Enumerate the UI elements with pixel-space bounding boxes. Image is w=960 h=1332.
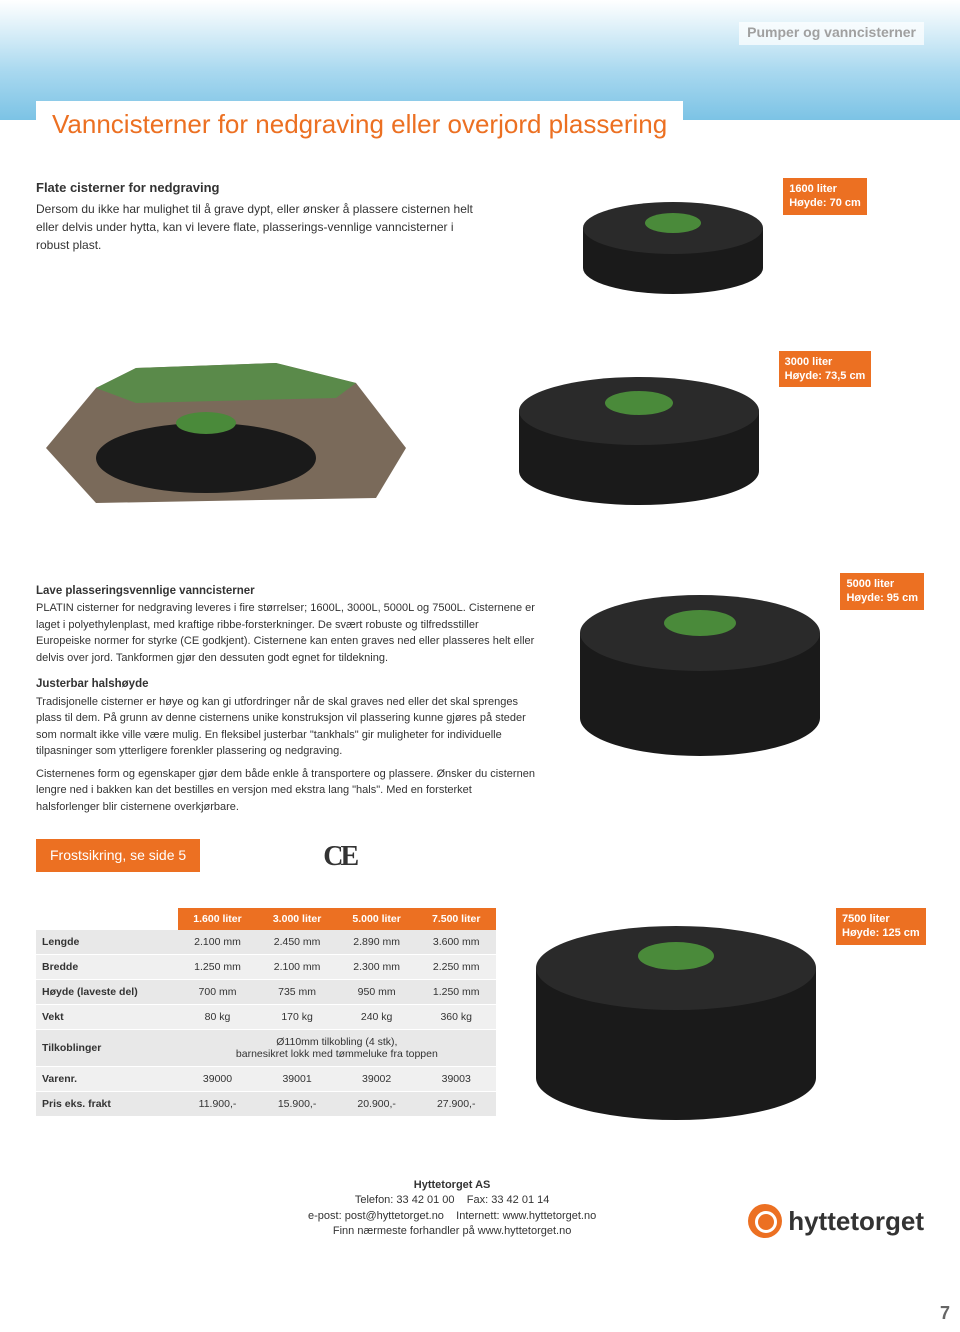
row-label: Varenr. (36, 1067, 178, 1092)
cell: 3.600 mm (416, 930, 496, 955)
cell: 2.890 mm (337, 930, 417, 955)
table-row: Pris eks. frakt11.900,-15.900,-20.900,-2… (36, 1092, 496, 1117)
body-p2: Tradisjonelle cisterner er høye og kan g… (36, 694, 536, 760)
footer-fax-label: Fax: (467, 1194, 488, 1206)
body-h2: Justerbar halshøyde (36, 676, 536, 693)
table-row: Bredde1.250 mm2.100 mm2.300 mm2.250 mm (36, 955, 496, 980)
page-title-bar: Vanncisterner for nedgraving eller overj… (36, 101, 683, 148)
cell: 240 kg (337, 1005, 417, 1030)
th-blank (36, 908, 178, 930)
table-row: Vekt80 kg170 kg240 kg360 kg (36, 1005, 496, 1030)
page-number: 7 (940, 1303, 950, 1324)
cell: 20.900,- (337, 1092, 417, 1117)
tank-5000-badge: 5000 liter Høyde: 95 cm (840, 573, 924, 610)
badge-capacity: 3000 liter (785, 355, 866, 369)
cell: 1.250 mm (178, 955, 258, 980)
footer-email-label: e-post: (308, 1210, 342, 1222)
table-row: Lengde2.100 mm2.450 mm2.890 mm3.600 mm (36, 930, 496, 955)
cell: 950 mm (337, 980, 417, 1005)
body-text: Lave plasseringsvennlige vanncisterner P… (36, 573, 536, 878)
badge-capacity: 5000 liter (846, 577, 918, 591)
footer-tel: 33 42 01 00 (396, 1194, 454, 1206)
body-h1: Lave plasseringsvennlige vanncisterner (36, 583, 536, 600)
body-p1: PLATIN cisterner for nedgraving leveres … (36, 600, 536, 666)
cell: 39002 (337, 1067, 417, 1092)
cell: 39000 (178, 1067, 258, 1092)
footer-contact: Hyttetorget AS Telefon: 33 42 01 00 Fax:… (36, 1178, 748, 1240)
cell: 80 kg (178, 1005, 258, 1030)
row-label: Pris eks. frakt (36, 1092, 178, 1117)
cell-span: Ø110mm tilkobling (4 stk), barnesikret l… (178, 1030, 496, 1067)
cell: 11.900,- (178, 1092, 258, 1117)
cell: 2.450 mm (257, 930, 337, 955)
logo-icon (748, 1204, 782, 1238)
cell: 735 mm (257, 980, 337, 1005)
footer-web-label: Internett: (456, 1210, 499, 1222)
th-col: 7.500 liter (416, 908, 496, 930)
page-footer: Hyttetorget AS Telefon: 33 42 01 00 Fax:… (36, 1178, 924, 1240)
th-col: 5.000 liter (337, 908, 417, 930)
cell: 2.100 mm (257, 955, 337, 980)
table-header-row: 1.600 liter 3.000 liter 5.000 liter 7.50… (36, 908, 496, 930)
category-tag: Pumper og vanncisterner (739, 22, 924, 45)
tank-3000-image (509, 351, 769, 511)
page-title: Vanncisterner for nedgraving eller overj… (52, 109, 667, 140)
cell: 39001 (257, 1067, 337, 1092)
th-col: 1.600 liter (178, 908, 258, 930)
badge-height: Høyde: 70 cm (789, 196, 861, 210)
tank-1600-badge: 1600 liter Høyde: 70 cm (783, 178, 867, 215)
tank-7500-image (526, 908, 826, 1128)
frost-reference-tag: Frostsikring, se side 5 (36, 839, 200, 872)
footer-logo: hyttetorget (748, 1203, 924, 1239)
footer-tel-label: Telefon: (355, 1194, 394, 1206)
footer-email: post@hyttetorget.no (345, 1210, 444, 1222)
cell: 360 kg (416, 1005, 496, 1030)
tank-3000-badge: 3000 liter Høyde: 73,5 cm (779, 351, 872, 388)
cell: 15.900,- (257, 1092, 337, 1117)
cell: 700 mm (178, 980, 258, 1005)
badge-height: Høyde: 125 cm (842, 926, 920, 940)
ce-mark-icon: CE (323, 836, 356, 878)
badge-height: Høyde: 95 cm (846, 591, 918, 605)
footer-web: www.hyttetorget.no (503, 1210, 597, 1222)
cell: 27.900,- (416, 1092, 496, 1117)
tank-5000-image (570, 573, 830, 763)
tank-1600-image (573, 178, 773, 298)
logo-text: hyttetorget (788, 1203, 924, 1239)
row-label: Tilkoblinger (36, 1030, 178, 1067)
intro-heading: Flate cisterner for nedgraving (36, 178, 486, 198)
row-label: Bredde (36, 955, 178, 980)
body-p3: Cisternenes form og egenskaper gjør dem … (36, 766, 536, 816)
row-label: Vekt (36, 1005, 178, 1030)
footer-fax: 33 42 01 14 (491, 1194, 549, 1206)
intro-text: Flate cisterner for nedgraving Dersom du… (36, 178, 486, 254)
footer-dealer: Finn nærmeste forhandler på www.hyttetor… (333, 1225, 571, 1237)
footer-company: Hyttetorget AS (414, 1179, 491, 1191)
table-row: Høyde (laveste del)700 mm735 mm950 mm1.2… (36, 980, 496, 1005)
badge-capacity: 1600 liter (789, 182, 861, 196)
badge-capacity: 7500 liter (842, 912, 920, 926)
th-col: 3.000 liter (257, 908, 337, 930)
cell: 39003 (416, 1067, 496, 1092)
buried-tank-illustration (36, 328, 436, 533)
cell: 170 kg (257, 1005, 337, 1030)
row-label: Lengde (36, 930, 178, 955)
row-label: Høyde (laveste del) (36, 980, 178, 1005)
cell: 2.300 mm (337, 955, 417, 980)
cell: 1.250 mm (416, 980, 496, 1005)
spec-table: 1.600 liter 3.000 liter 5.000 liter 7.50… (36, 908, 496, 1117)
table-row: TilkoblingerØ110mm tilkobling (4 stk), b… (36, 1030, 496, 1067)
cell: 2.100 mm (178, 930, 258, 955)
table-row: Varenr.39000390013900239003 (36, 1067, 496, 1092)
cell: 2.250 mm (416, 955, 496, 980)
tank-7500-badge: 7500 liter Høyde: 125 cm (836, 908, 926, 945)
intro-body: Dersom du ikke har mulighet til å grave … (36, 200, 486, 254)
badge-height: Høyde: 73,5 cm (785, 369, 866, 383)
